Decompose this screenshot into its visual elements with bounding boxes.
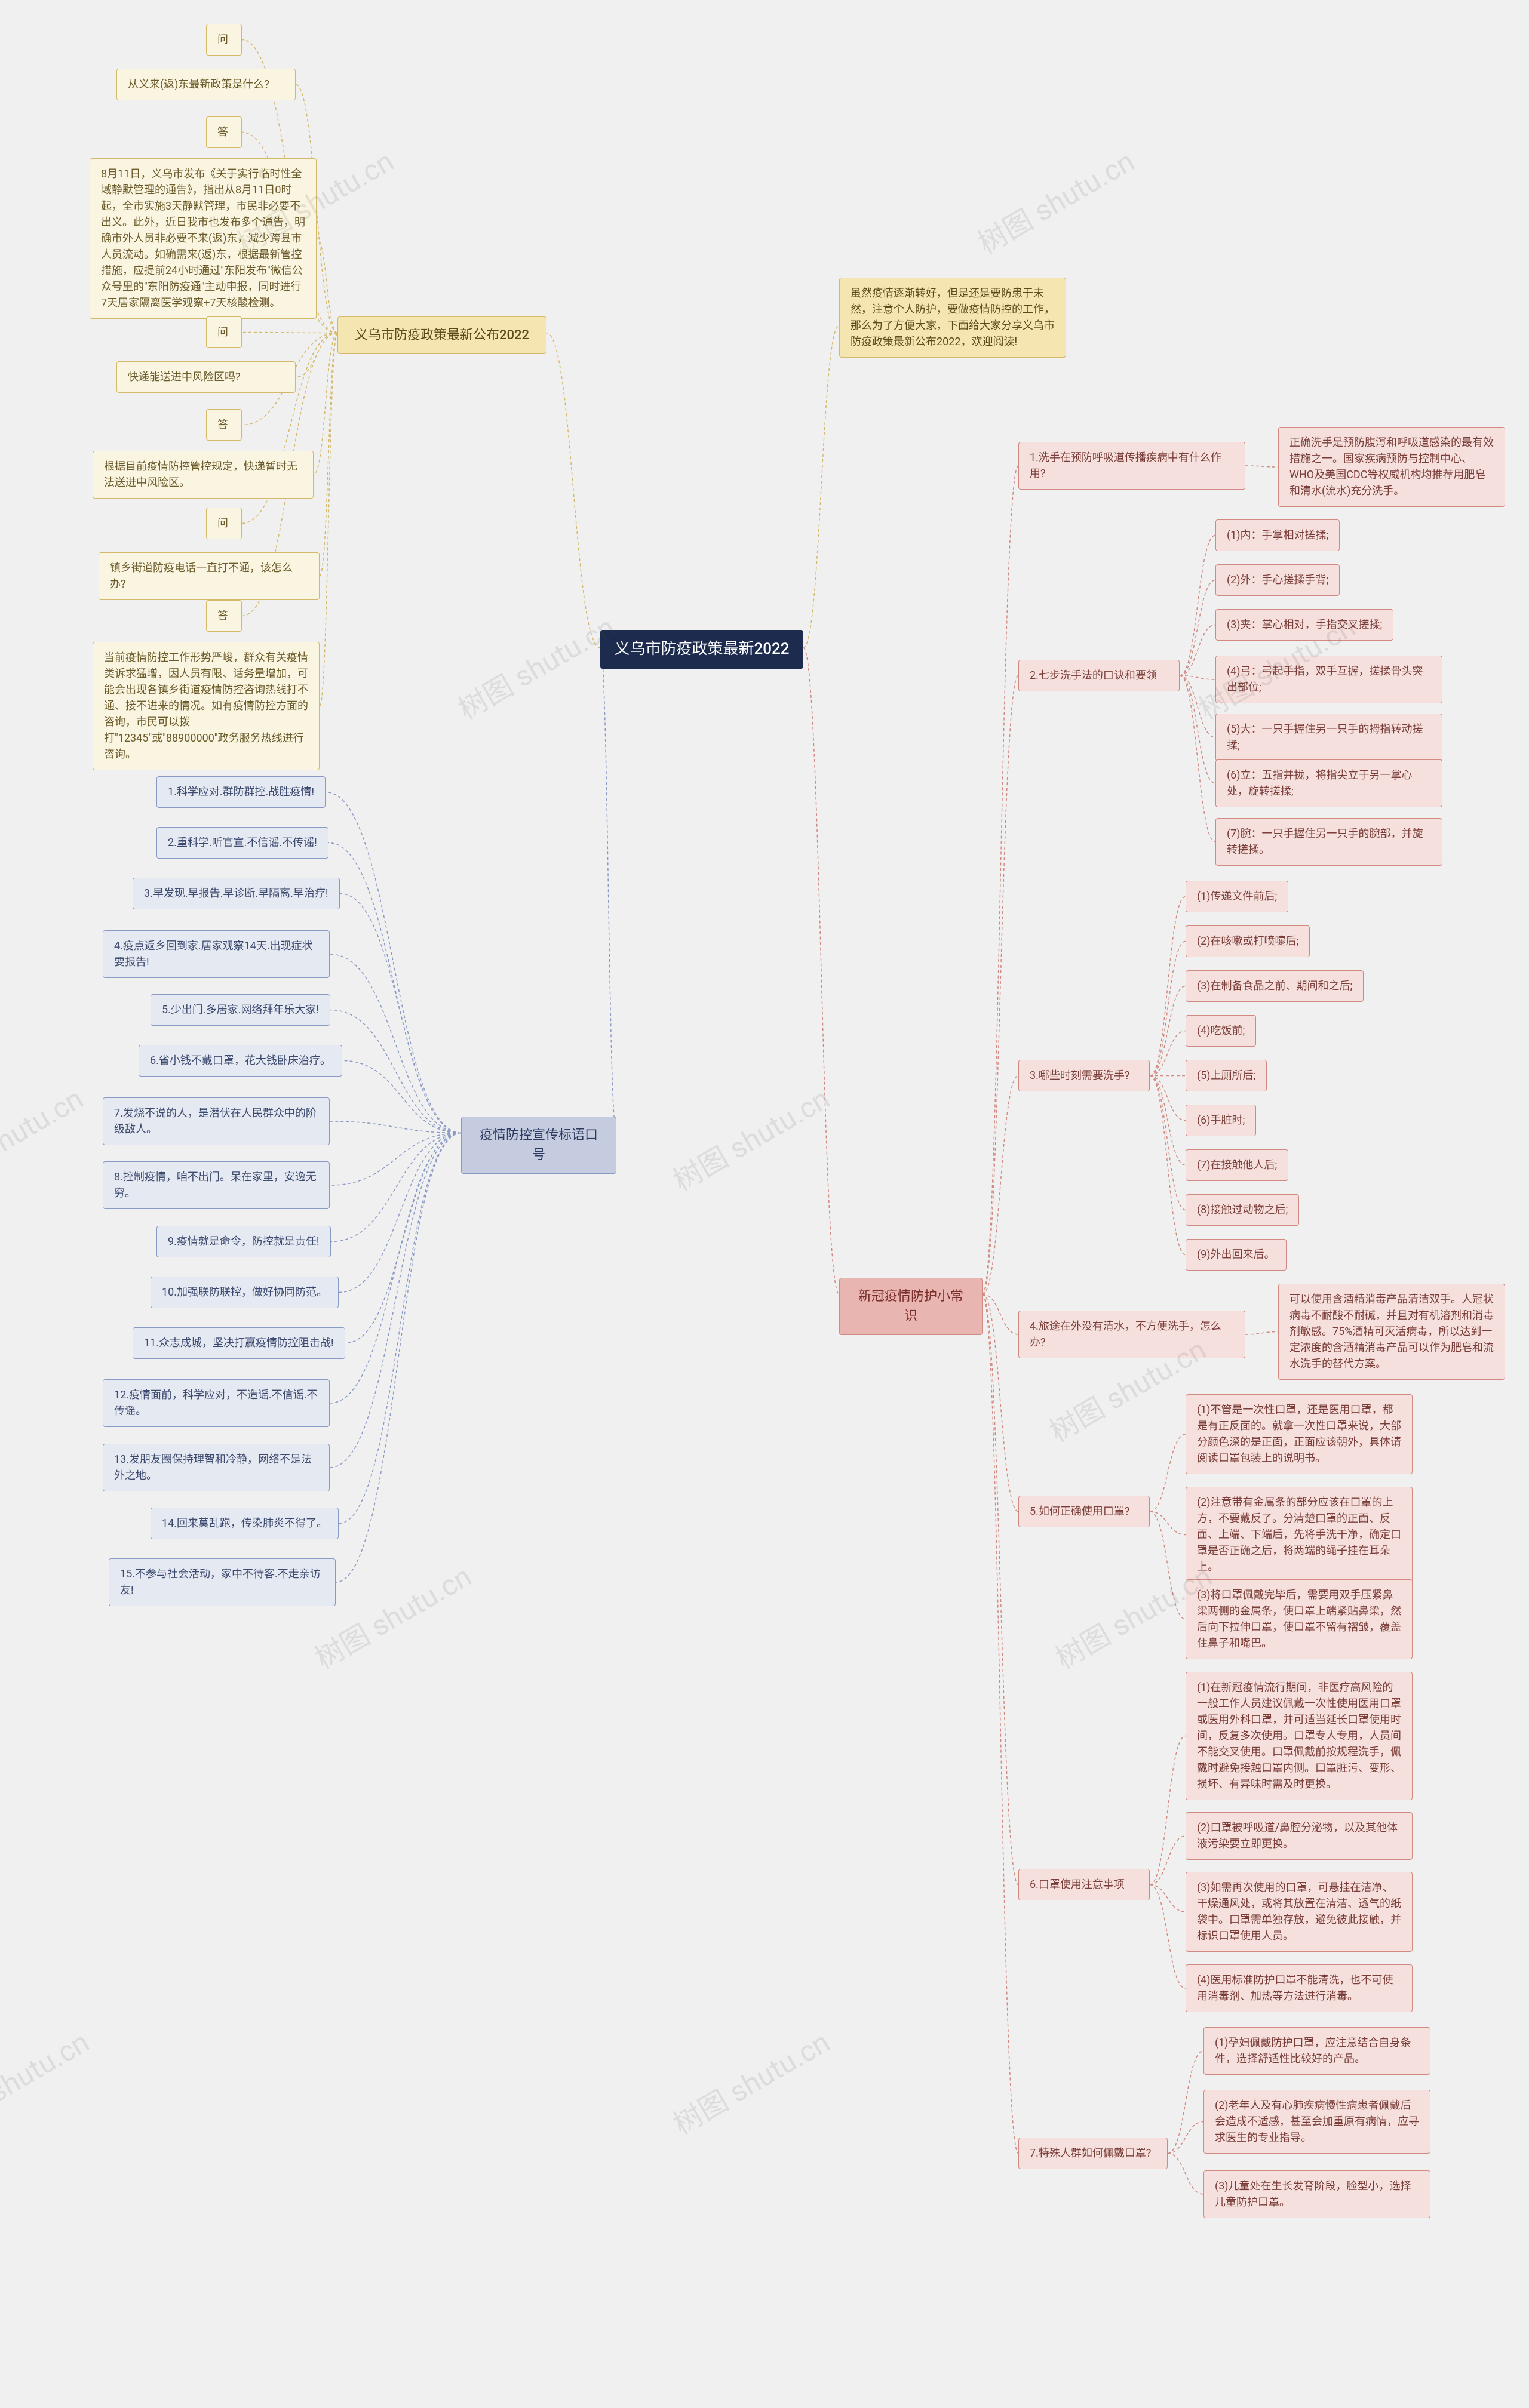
t3-9: (9)外出回来后。 — [1186, 1239, 1287, 1271]
watermark: 树图 shutu.cn — [664, 2019, 836, 2143]
t5-1: (1)不管是一次性口罩，还是医用口罩，都是有正反面的。就拿一次性口罩来说，大部分… — [1186, 1394, 1413, 1474]
t7: 7.特殊人群如何佩戴口罩? — [1018, 2138, 1168, 2169]
faq-a2: 根据目前疫情防控管控规定，快递暂时无法送进中风险区。 — [93, 451, 314, 499]
s1: 1.科学应对.群防群控.战胜疫情! — [156, 776, 326, 808]
s14: 14.回来莫乱跑，传染肺炎不得了。 — [151, 1508, 339, 1539]
t4-1: 可以使用含酒精消毒产品清洁双手。人冠状病毒不耐酸不耐碱，并且对有机溶剂和消毒剂敏… — [1278, 1284, 1505, 1380]
watermark: 树图 shutu.cn — [664, 1076, 836, 1200]
watermark: 树图 shutu.cn — [969, 139, 1141, 262]
t2-6: (6)立：五指并拢，将指尖立于另一掌心处，旋转搓揉; — [1215, 759, 1442, 807]
t3-4: (4)吃饭前; — [1186, 1015, 1256, 1047]
faq-q1-label: 问 — [206, 24, 242, 56]
t3-6: (6)手脏时; — [1186, 1105, 1256, 1136]
s5: 5.少出门.多居家.网络拜年乐大家! — [151, 994, 330, 1026]
s2: 2.重科学.听官宣.不信谣.不传谣! — [156, 827, 328, 859]
t3-7: (7)在接触他人后; — [1186, 1149, 1288, 1181]
t2-3: (3)夹：掌心相对，手指交叉搓揉; — [1215, 609, 1393, 641]
t5: 5.如何正确使用口罩? — [1018, 1496, 1150, 1527]
t3-5: (5)上厕所后; — [1186, 1060, 1267, 1091]
s13: 13.发朋友圈保持理智和冷静，网络不是法外之地。 — [103, 1444, 330, 1491]
t3-1: (1)传递文件前后; — [1186, 881, 1288, 912]
watermark: 树图 shutu.cn — [0, 1076, 90, 1200]
faq-header: 义乌市防疫政策最新公布2022 — [337, 316, 546, 354]
s6: 6.省小钱不戴口罩，花大钱卧床治疗。 — [139, 1045, 342, 1077]
t3-8: (8)接触过动物之后; — [1186, 1194, 1299, 1226]
faq-a2-label: 答 — [206, 409, 242, 441]
t5-3: (3)将口罩佩戴完毕后，需要用双手压紧鼻梁两侧的金属条，使口罩上端紧贴鼻梁，然后… — [1186, 1579, 1413, 1659]
s12: 12.疫情面前，科学应对，不造谣.不信谣.不传谣。 — [103, 1379, 330, 1427]
faq-a3: 当前疫情防控工作形势严峻，群众有关疫情类诉求猛增，因人员有限、话务量增加，可能会… — [93, 642, 320, 770]
faq-a1-label: 答 — [206, 116, 242, 148]
s8: 8.控制疫情，咱不出门。呆在家里，安逸无穷。 — [103, 1161, 330, 1209]
intro-node: 虽然疫情逐渐转好，但是还是要防患于未然，注意个人防护，要做疫情防控的工作，那么为… — [839, 278, 1066, 358]
t6-3: (3)如需再次使用的口罩，可悬挂在洁净、干燥通风处，或将其放置在清洁、透气的纸袋… — [1186, 1872, 1413, 1952]
faq-q1: 从义来(返)东最新政策是什么? — [116, 69, 296, 100]
t6-4: (4)医用标准防护口罩不能清洗，也不可使用消毒剂、加热等方法进行消毒。 — [1186, 1964, 1413, 2012]
t4: 4.旅途在外没有清水，不方便洗手，怎么办? — [1018, 1311, 1245, 1358]
root-node: 义乌市防疫政策最新2022 — [600, 630, 803, 669]
t6: 6.口罩使用注意事项 — [1018, 1869, 1150, 1900]
s3: 3.早发现.早报告.早诊断.早隔离.早治疗! — [133, 878, 340, 909]
t3-2: (2)在咳嗽或打喷嚏后; — [1186, 925, 1310, 957]
t3-3: (3)在制备食品之前、期间和之后; — [1186, 970, 1364, 1002]
s10: 10.加强联防联控，做好协同防范。 — [151, 1277, 339, 1308]
faq-a3-label: 答 — [206, 600, 242, 632]
watermark: 树图 shutu.cn — [0, 2019, 96, 2143]
s4: 4.疫点返乡回到家.居家观察14天.出现症状要报告! — [103, 930, 330, 978]
faq-q2-label: 问 — [206, 316, 242, 348]
t2-5: (5)大：一只手握住另一只手的拇指转动搓揉; — [1215, 714, 1442, 761]
t2-7: (7)腕：一只手握住另一只手的腕部，并旋转搓揉。 — [1215, 818, 1442, 866]
slogan-header: 疫情防控宣传标语口号 — [461, 1117, 616, 1174]
faq-q3: 镇乡街道防疫电话一直打不通，该怎么办? — [99, 552, 320, 600]
t5-2: (2)注意带有金属条的部分应该在口罩的上方，不要戴反了。分清楚口罩的正面、反面、… — [1186, 1487, 1413, 1583]
t7-1: (1)孕妇佩戴防护口罩，应注意结合自身条件，选择舒适性比较好的产品。 — [1203, 2027, 1430, 2075]
s11: 11.众志成城，坚决打赢疫情防控阻击战! — [133, 1327, 345, 1359]
tips-header: 新冠疫情防护小常识 — [839, 1278, 983, 1335]
faq-a1: 8月11日，义乌市发布《关于实行临时性全域静默管理的通告》，指出从8月11日0时… — [90, 158, 317, 319]
t2-2: (2)外：手心搓揉手背; — [1215, 564, 1340, 596]
s7: 7.发烧不说的人，是潜伏在人民群众中的阶级敌人。 — [103, 1097, 330, 1145]
s15: 15.不参与社会活动，家中不待客.不走亲访友! — [109, 1558, 336, 1606]
t7-2: (2)老年人及有心肺疾病慢性病患者佩戴后会造成不适感，甚至会加重原有病情，应寻求… — [1203, 2090, 1430, 2154]
t1-1: 正确洗手是预防腹泻和呼吸道感染的最有效措施之一。国家疾病预防与控制中心、WHO及… — [1278, 427, 1505, 507]
t2-4: (4)弓：弓起手指，双手互握，搓揉骨头突出部位; — [1215, 656, 1442, 703]
t1: 1.洗手在预防呼吸道传播疾病中有什么作用? — [1018, 442, 1245, 490]
t3: 3.哪些时刻需要洗手? — [1018, 1060, 1150, 1091]
t6-1: (1)在新冠疫情流行期间，非医疗高风险的一般工作人员建议佩戴一次性使用医用口罩或… — [1186, 1672, 1413, 1800]
t6-2: (2)口罩被呼吸道/鼻腔分泌物，以及其他体液污染要立即更换。 — [1186, 1812, 1413, 1860]
t7-3: (3)儿童处在生长发育阶段，脸型小，选择儿童防护口罩。 — [1203, 2170, 1430, 2218]
s9: 9.疫情就是命令，防控就是责任! — [156, 1226, 331, 1257]
t2-1: (1)内：手掌相对搓揉; — [1215, 519, 1340, 551]
faq-q2: 快递能送进中风险区吗? — [116, 361, 296, 393]
faq-q3-label: 问 — [206, 508, 242, 539]
t2: 2.七步洗手法的口诀和要领 — [1018, 660, 1180, 691]
watermark: 树图 shutu.cn — [449, 604, 621, 728]
